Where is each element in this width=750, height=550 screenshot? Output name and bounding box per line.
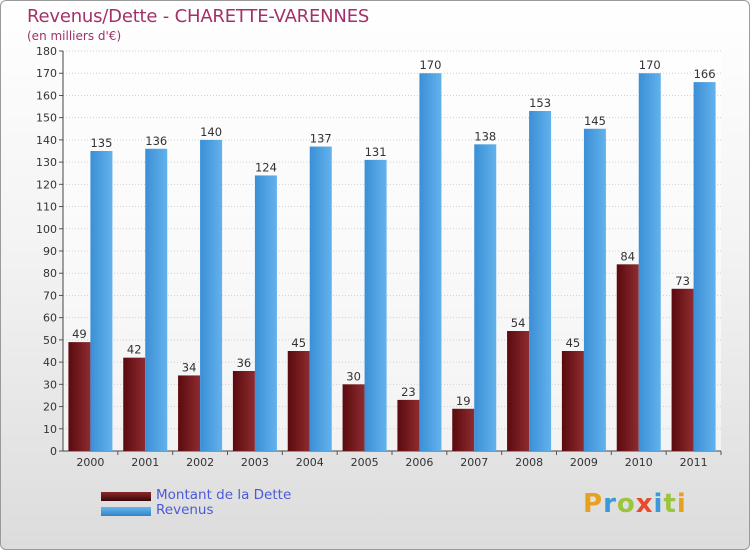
y-tick-label: 60 (43, 312, 57, 325)
x-tick-label: 2009 (570, 456, 598, 469)
legend-label-revenus: Revenus (156, 502, 214, 518)
y-tick-label: 110 (36, 201, 57, 214)
bar-revenus (364, 159, 387, 451)
bar-dette (342, 384, 365, 451)
logo-letter: r (603, 489, 617, 519)
y-tick-label: 100 (36, 223, 57, 236)
bar-dette (68, 342, 91, 451)
logo-letter: i (676, 489, 687, 519)
x-tick-label: 2001 (131, 456, 159, 469)
data-label-revenus: 145 (584, 114, 606, 128)
data-label-dette: 45 (291, 336, 306, 350)
data-label-revenus: 138 (474, 129, 496, 143)
bar-revenus (200, 139, 223, 451)
logo-letter: x (635, 489, 654, 519)
data-label-revenus: 124 (255, 160, 277, 174)
data-label-revenus: 137 (310, 132, 332, 146)
bar-revenus (419, 73, 442, 451)
legend-swatch-revenus (101, 507, 151, 516)
bar-revenus (529, 111, 552, 451)
x-tick-label: 2011 (680, 456, 708, 469)
logo-letter: o (616, 489, 636, 519)
y-tick-label: 80 (43, 267, 57, 280)
bar-dette (671, 288, 694, 451)
data-label-dette: 19 (456, 394, 471, 408)
y-tick-label: 170 (36, 67, 57, 80)
proxiti-logo: Proxiti (583, 489, 687, 519)
y-tick-label: 160 (36, 89, 57, 102)
bar-revenus (145, 148, 168, 451)
data-label-revenus: 140 (200, 125, 222, 139)
data-label-revenus: 131 (365, 145, 387, 159)
data-label-dette: 36 (237, 356, 252, 370)
bar-dette (397, 399, 420, 451)
chart-subtitle: (en milliers d'€) (27, 29, 122, 43)
data-label-dette: 42 (127, 343, 142, 357)
y-tick-label: 180 (36, 45, 57, 58)
x-tick-label: 2010 (625, 456, 653, 469)
data-label-dette: 54 (511, 316, 526, 330)
data-label-dette: 34 (182, 360, 197, 374)
bar-revenus (474, 144, 497, 452)
logo-letter: i (653, 489, 664, 519)
bar-revenus (309, 146, 332, 452)
bar-dette (287, 351, 310, 451)
x-tick-label: 2004 (296, 456, 324, 469)
y-tick-label: 130 (36, 156, 57, 169)
y-tick-label: 40 (43, 356, 57, 369)
x-tick-label: 2008 (515, 456, 543, 469)
logo-letter: P (583, 489, 604, 519)
bar-dette (507, 331, 530, 451)
bar-dette (616, 264, 639, 451)
legend-swatch-dette (101, 492, 151, 501)
bar-revenus (90, 151, 113, 451)
bar-dette (561, 351, 584, 451)
data-label-dette: 84 (620, 249, 635, 263)
y-tick-label: 70 (43, 289, 57, 302)
x-tick-label: 2007 (460, 456, 488, 469)
data-label-dette: 73 (675, 274, 690, 288)
data-label-revenus: 153 (529, 96, 551, 110)
y-tick-label: 50 (43, 334, 57, 347)
data-label-revenus: 136 (145, 134, 167, 148)
bar-revenus (693, 82, 716, 451)
data-label-revenus: 170 (639, 58, 661, 72)
y-tick-label: 150 (36, 112, 57, 125)
data-label-revenus: 166 (694, 67, 716, 81)
bar-revenus (583, 128, 606, 451)
data-label-dette: 23 (401, 385, 416, 399)
bar-revenus (254, 175, 277, 451)
y-tick-label: 20 (43, 401, 57, 414)
data-label-dette: 30 (346, 369, 361, 383)
bar-revenus (638, 73, 661, 451)
data-label-dette: 49 (72, 327, 87, 341)
bar-dette (232, 371, 255, 451)
y-tick-label: 140 (36, 134, 57, 147)
x-tick-label: 2005 (351, 456, 379, 469)
y-tick-label: 120 (36, 178, 57, 191)
bar-dette (123, 357, 146, 451)
x-tick-label: 2003 (241, 456, 269, 469)
bar-dette (178, 375, 201, 451)
legend-label-dette: Montant de la Dette (156, 487, 292, 503)
y-tick-label: 10 (43, 423, 57, 436)
y-tick-label: 90 (43, 245, 57, 258)
data-label-revenus: 170 (419, 58, 441, 72)
y-tick-label: 30 (43, 378, 57, 391)
y-tick-label: 0 (50, 445, 57, 458)
bar-dette (452, 408, 475, 451)
plot-area (63, 51, 721, 451)
x-tick-label: 2000 (76, 456, 104, 469)
data-label-dette: 45 (566, 336, 581, 350)
data-label-revenus: 135 (90, 136, 112, 150)
chart-title: Revenus/Dette - CHARETTE-VARENNES (27, 6, 370, 27)
x-tick-label: 2006 (405, 456, 433, 469)
x-tick-label: 2002 (186, 456, 214, 469)
logo-letter: t (663, 489, 677, 519)
